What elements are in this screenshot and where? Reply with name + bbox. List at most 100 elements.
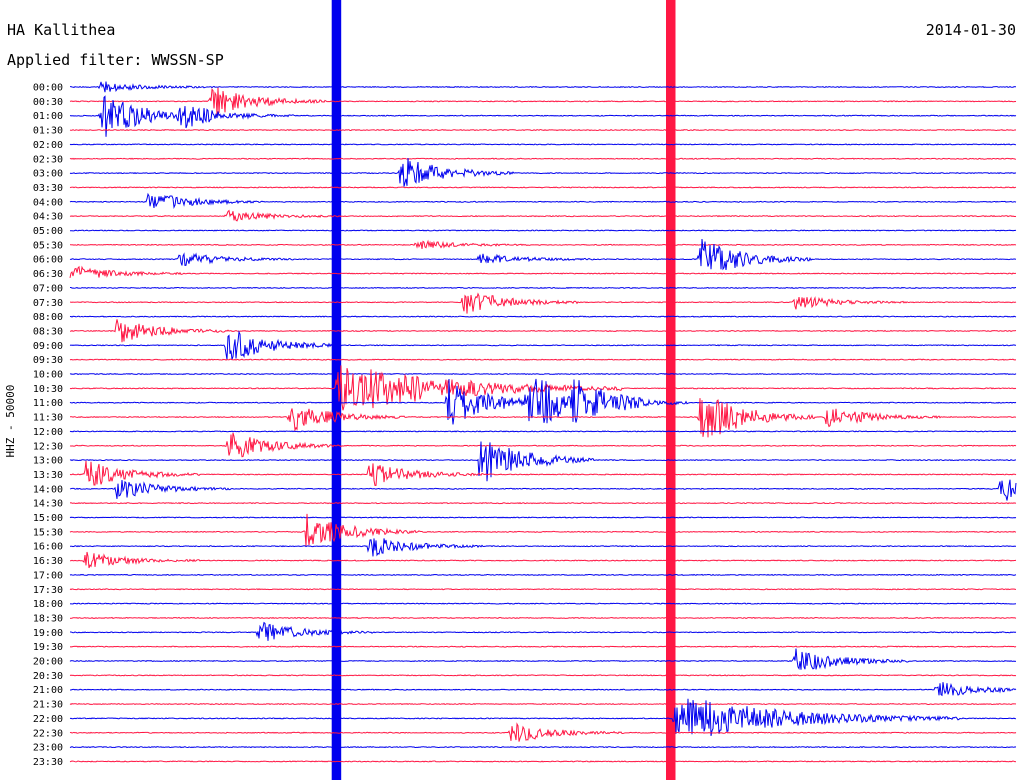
seismic-trace	[69, 479, 1017, 501]
time-tick-label: 13:30	[33, 470, 63, 481]
time-tick-label: 08:00	[33, 312, 63, 323]
time-tick-label: 22:00	[33, 714, 63, 725]
saturated-signal-band	[666, 0, 676, 780]
seismic-trace	[69, 315, 1017, 318]
seismic-trace	[69, 365, 1017, 411]
seismic-trace	[69, 265, 1016, 279]
time-tick-label: 23:30	[33, 757, 63, 768]
seismic-trace	[69, 513, 1017, 547]
time-tick-label: 17:00	[33, 570, 63, 581]
seismic-trace	[69, 602, 1017, 605]
seismic-trace	[69, 378, 1017, 425]
time-tick-label: 03:00	[33, 169, 63, 180]
seismic-traces	[69, 81, 1017, 763]
time-tick-label: 12:00	[33, 427, 63, 438]
time-tick-label: 16:00	[33, 542, 63, 553]
seismic-trace	[69, 502, 1017, 505]
time-tick-label: 18:00	[33, 599, 63, 610]
time-tick-label: 21:00	[33, 685, 63, 696]
time-tick-label: 16:30	[33, 556, 63, 567]
time-tick-label: 20:30	[33, 671, 63, 682]
seismic-trace	[70, 621, 1017, 641]
seismic-trace	[70, 239, 1017, 249]
time-tick-label: 17:30	[33, 585, 63, 596]
time-tick-label: 07:30	[33, 298, 63, 309]
time-tick-label: 12:30	[33, 441, 63, 452]
time-tick-label: 22:30	[33, 728, 63, 739]
time-tick-label: 09:00	[33, 341, 63, 352]
seismic-trace	[69, 157, 1017, 187]
time-tick-label: 03:30	[33, 183, 63, 194]
time-tick-label: 02:30	[33, 154, 63, 165]
time-tick-label: 00:30	[33, 97, 63, 108]
station-title: HA Kallithea	[7, 21, 116, 39]
time-tick-label: 05:00	[33, 226, 63, 237]
seismic-trace	[69, 330, 1017, 360]
seismic-trace	[69, 698, 1017, 736]
time-tick-label: 01:30	[33, 126, 63, 137]
saturated-signal-band	[331, 0, 342, 780]
time-tick-label: 11:00	[33, 398, 63, 409]
seismic-trace	[69, 432, 1017, 458]
seismic-trace	[69, 128, 1017, 132]
seismic-trace	[69, 516, 1017, 519]
saturated-bands	[331, 0, 676, 780]
seismic-trace	[69, 441, 1017, 482]
time-tick-label: 14:00	[33, 484, 63, 495]
seismic-trace	[69, 209, 1017, 222]
time-tick-label: 05:30	[33, 240, 63, 251]
time-tick-label: 23:00	[33, 743, 63, 754]
seismic-trace	[69, 372, 1017, 376]
time-tick-label: 09:30	[33, 355, 63, 366]
time-tick-label: 00:00	[33, 83, 63, 94]
time-tick-label: 04:30	[33, 212, 63, 223]
time-labels: 00:00 00:30 01:00 01:30 02:00 02:30 03:00 03:30…	[33, 83, 63, 768]
seismic-trace	[70, 398, 1016, 438]
seismic-trace	[69, 460, 1017, 487]
seismic-trace	[69, 229, 1017, 232]
seismic-trace	[70, 286, 1017, 289]
seismic-trace	[69, 674, 1017, 677]
seismic-trace	[69, 702, 1017, 706]
time-tick-label: 11:30	[33, 413, 63, 424]
time-tick-label: 10:00	[33, 370, 63, 381]
time-tick-label: 02:00	[33, 140, 63, 151]
seismic-trace	[69, 319, 1017, 343]
seismic-trace	[69, 746, 1017, 749]
time-tick-label: 13:00	[33, 456, 63, 467]
seismic-trace	[69, 616, 1017, 620]
time-tick-label: 06:30	[33, 269, 63, 280]
time-tick-label: 20:00	[33, 657, 63, 668]
time-tick-label: 15:00	[33, 513, 63, 524]
time-tick-label: 21:30	[33, 700, 63, 711]
time-tick-label: 19:30	[33, 642, 63, 653]
time-tick-label: 01:00	[33, 111, 63, 122]
date-label: 2014-01-30	[925, 21, 1016, 39]
time-tick-label: 18:30	[33, 613, 63, 624]
time-tick-label: 10:30	[33, 384, 63, 395]
seismic-trace	[70, 538, 1016, 557]
seismic-trace	[70, 292, 1017, 314]
time-tick-label: 14:30	[33, 499, 63, 510]
seismic-trace	[69, 588, 1016, 591]
seismic-trace	[70, 682, 1017, 697]
seismic-trace	[69, 760, 1017, 763]
seismic-trace	[69, 238, 1017, 271]
seismic-trace	[69, 143, 1017, 146]
seismic-trace	[69, 551, 1017, 569]
filter-subtitle: Applied filter: WWSSN-SP	[7, 51, 224, 69]
seismic-trace	[69, 645, 1017, 648]
time-tick-label: 15:30	[33, 527, 63, 538]
seismic-trace	[69, 186, 1017, 189]
seismic-trace	[69, 722, 1017, 742]
time-tick-label: 04:00	[33, 197, 63, 208]
time-tick-label: 07:00	[33, 283, 63, 294]
seismic-trace	[70, 81, 1017, 93]
seismic-trace	[69, 157, 1017, 160]
time-tick-label: 19:00	[33, 628, 63, 639]
seismic-trace	[69, 87, 1017, 115]
time-tick-label: 06:00	[33, 255, 63, 266]
seismic-trace	[69, 95, 1017, 137]
time-tick-label: 08:30	[33, 326, 63, 337]
